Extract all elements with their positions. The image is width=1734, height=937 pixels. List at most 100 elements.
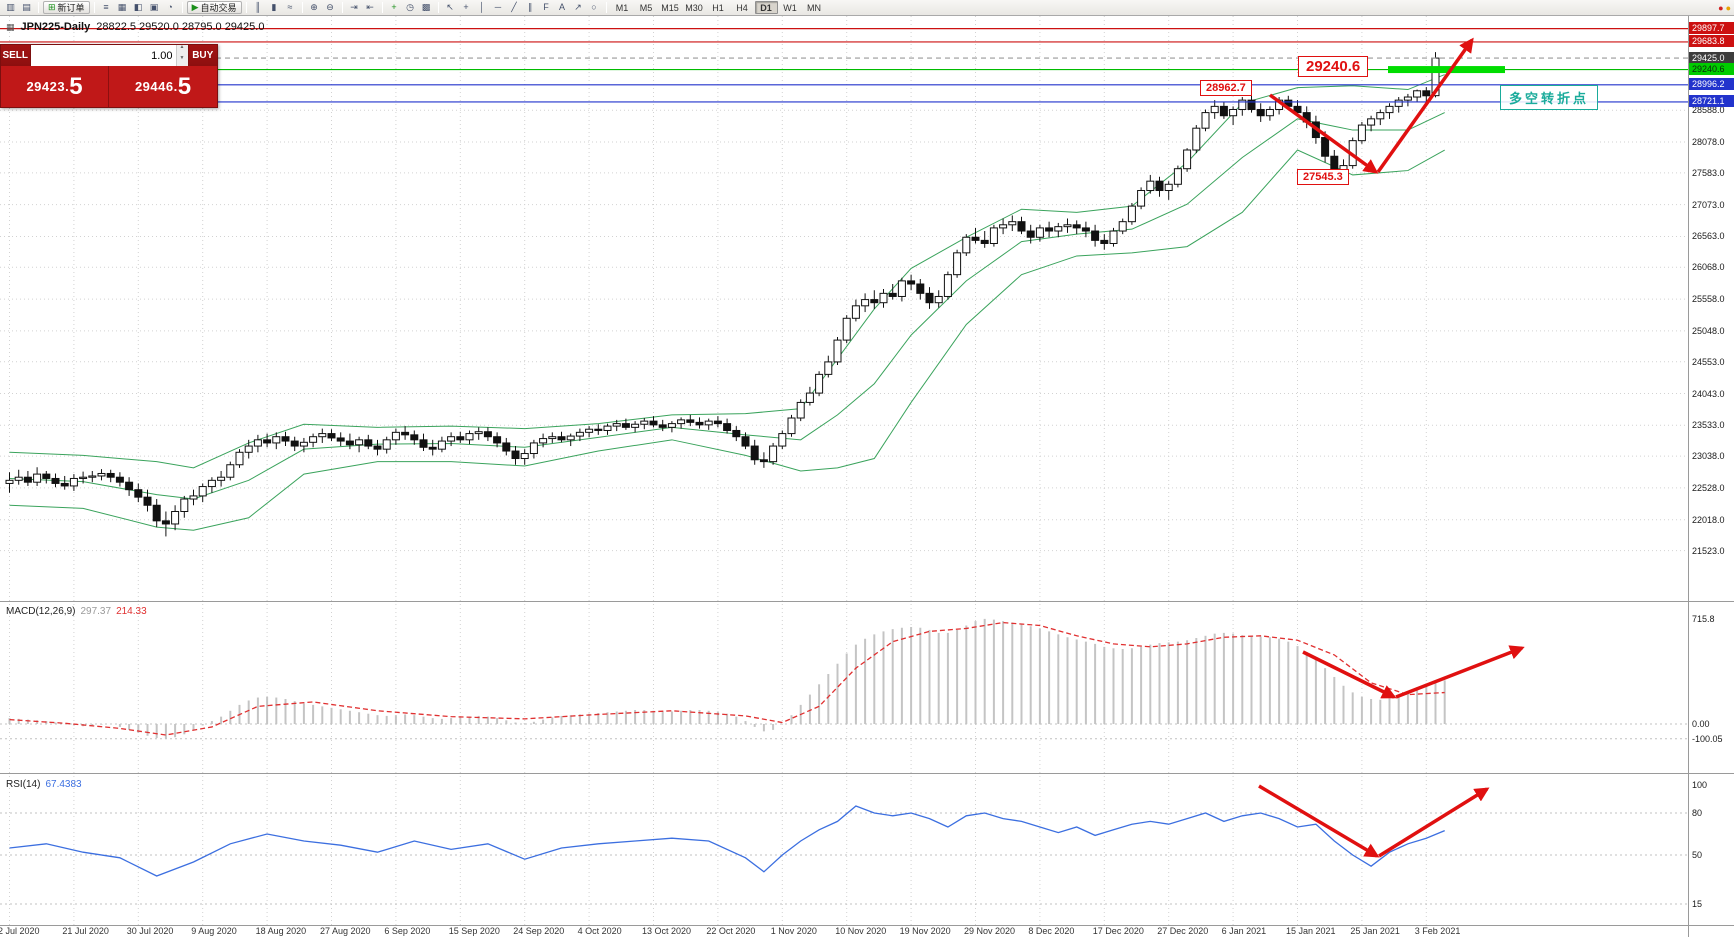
- date-label: 22 Oct 2020: [706, 926, 756, 936]
- price-annotation-28962[interactable]: 28962.7: [1200, 80, 1252, 96]
- toolbar-separator: [301, 2, 303, 13]
- sell-button[interactable]: SELL: [1, 45, 31, 66]
- price-tag: 29683.8: [1689, 35, 1734, 48]
- navigator-icon[interactable]: ◧: [133, 2, 143, 12]
- cursor-icon[interactable]: ↖: [446, 2, 454, 12]
- timeframe-w1[interactable]: W1: [783, 3, 797, 13]
- volume-stepper: ▲ ▼: [175, 45, 188, 66]
- date-label: 15 Sep 2020: [448, 926, 500, 936]
- autotrading-button-icon: ▶: [191, 2, 199, 12]
- time-axis[interactable]: 2 Jul 2020 21 Jul 2020 30 Jul 2020 9 Aug 20…: [0, 926, 1688, 937]
- timeframe-h1[interactable]: H1: [712, 3, 724, 13]
- toolbar-separator: [245, 2, 247, 13]
- timeframe-m5[interactable]: M5: [639, 3, 653, 13]
- date-label: 19 Nov 2020: [899, 926, 951, 936]
- date-label: 29 Nov 2020: [964, 926, 1016, 936]
- arrow-tool-icon[interactable]: ↗: [574, 2, 582, 12]
- profiles-icon[interactable]: ▤: [22, 2, 31, 12]
- price-annotation-27545[interactable]: 27545.3: [1297, 169, 1349, 185]
- line-chart-icon[interactable]: ≈: [287, 2, 293, 12]
- new-chart-icon[interactable]: ▥: [6, 2, 15, 12]
- data-window-icon[interactable]: ▦: [117, 2, 127, 12]
- date-label: 1 Nov 2020: [770, 926, 817, 936]
- price-tick-label: 21523.0: [1692, 545, 1725, 556]
- chart-shift-icon[interactable]: ⇤: [366, 2, 374, 12]
- volume-down-icon[interactable]: ▼: [176, 55, 188, 66]
- toolbar-separator: [437, 2, 439, 13]
- rsi-scale-label: 50: [1692, 850, 1703, 860]
- macd-scale-label: -100.05: [1692, 733, 1723, 744]
- volume-up-icon[interactable]: ▲: [176, 45, 188, 56]
- macd-label: MACD(12,26,9) 297.37 214.33: [6, 606, 147, 617]
- price-tick-label: 24553.0: [1692, 356, 1725, 367]
- candles: [5, 52, 1440, 537]
- timeframe-m1[interactable]: M1: [615, 3, 629, 13]
- price-tick-label: 26068.0: [1692, 262, 1725, 273]
- timeframe-m15[interactable]: M15: [661, 3, 679, 13]
- chart-ohlc: 28822.5 29520.0 28795.0 29425.0: [96, 21, 265, 33]
- sell-price[interactable]: 29423. 5: [1, 66, 109, 107]
- timeframe-m30[interactable]: M30: [685, 3, 703, 13]
- price-tick-label: 28588.0: [1692, 105, 1725, 116]
- date-label: 6 Jan 2021: [1221, 926, 1267, 936]
- volume-input[interactable]: [30, 45, 176, 66]
- one-click-trading-panel: SELL ▲ ▼ BUY 29423. 5 29446. 5: [0, 44, 218, 108]
- templates-icon[interactable]: ▩: [421, 2, 431, 12]
- indicators-icon[interactable]: +: [391, 2, 397, 12]
- text-icon[interactable]: A: [558, 2, 565, 12]
- notification-status-icon[interactable]: ●: [1725, 2, 1731, 13]
- toolbar: ▥ ▤ ⊞ 新订单 ≡ ▦ ◧ ▣ ◔ ▶ 自动交易 ║ ▮ ≈ ⊕ ⊖ ⇥ ⇤ + ◷ ▩ ↖ + │ ─ ╱ ∥ F A ↗ ○ M1 M5…: [0, 0, 1734, 16]
- price-tag: 29425.0: [1689, 51, 1734, 64]
- crosshair-icon[interactable]: +: [463, 2, 469, 12]
- autotrading-button[interactable]: ▶ 自动交易: [186, 1, 242, 14]
- price-tick-label: 23038.0: [1692, 451, 1725, 462]
- horizontal-line-icon[interactable]: ─: [494, 2, 502, 12]
- chart-symbol: JPN225-Daily: [20, 21, 91, 33]
- timeframe-h4[interactable]: H4: [736, 3, 748, 13]
- zoom-out-icon[interactable]: ⊖: [326, 2, 334, 12]
- connection-status-icon[interactable]: ●: [1718, 2, 1724, 13]
- bar-chart-icon[interactable]: ║: [254, 2, 262, 12]
- price-axis[interactable]: 28588.0 28078.0 27583.0 27073.0 26563.0 26068…: [1689, 16, 1734, 937]
- date-label: 27 Aug 2020: [320, 926, 371, 936]
- date-label: 10 Nov 2020: [835, 926, 887, 936]
- turning-point-annotation[interactable]: 多空转折点: [1500, 85, 1599, 110]
- market-watch-icon[interactable]: ≡: [103, 2, 109, 12]
- channel-icon[interactable]: ∥: [527, 2, 533, 12]
- price-tick-label: 28078.0: [1692, 137, 1725, 148]
- auto-scroll-icon[interactable]: ⇥: [350, 2, 358, 12]
- candlestick-chart-icon[interactable]: ▮: [271, 2, 277, 12]
- periods-icon[interactable]: ◷: [406, 2, 414, 12]
- price-tick-label: 24043.0: [1692, 388, 1725, 399]
- zoom-in-icon[interactable]: ⊕: [310, 2, 318, 12]
- toolbar-separator: [93, 2, 95, 13]
- fibonacci-icon[interactable]: F: [543, 2, 549, 12]
- date-label: 27 Dec 2020: [1157, 926, 1209, 936]
- terminal-icon[interactable]: ▣: [149, 2, 159, 12]
- timeframe-d1[interactable]: D1: [754, 1, 778, 14]
- price-tick-label: 27583.0: [1692, 167, 1725, 178]
- date-label: 6 Sep 2020: [384, 926, 431, 936]
- timeframe-mn[interactable]: MN: [807, 3, 821, 13]
- macd-value: 297.37: [80, 606, 112, 617]
- separators: [0, 16, 1734, 937]
- shapes-icon[interactable]: ○: [591, 2, 597, 12]
- buy-button[interactable]: BUY: [187, 45, 217, 66]
- strategy-tester-icon[interactable]: ◔: [167, 2, 173, 12]
- price-tick-label: 23533.0: [1692, 420, 1725, 431]
- vertical-line-icon[interactable]: │: [479, 2, 485, 12]
- price-annotation-29240[interactable]: 29240.6: [1298, 56, 1369, 77]
- date-label: 13 Oct 2020: [642, 926, 692, 936]
- date-label: 9 Aug 2020: [191, 926, 237, 936]
- buy-price[interactable]: 29446. 5: [109, 66, 217, 107]
- price-tag: 29897.7: [1689, 22, 1734, 35]
- buy-price-frac: 5: [177, 72, 192, 100]
- price-tick-label: 27073.0: [1692, 199, 1725, 210]
- toolbar-status: ● ●: [1718, 3, 1731, 13]
- rsi-value: 67.4383: [45, 779, 82, 790]
- toolbar-separator: [381, 2, 383, 13]
- new-order-button[interactable]: ⊞ 新订单: [43, 1, 90, 14]
- trendline-icon[interactable]: ╱: [511, 2, 517, 12]
